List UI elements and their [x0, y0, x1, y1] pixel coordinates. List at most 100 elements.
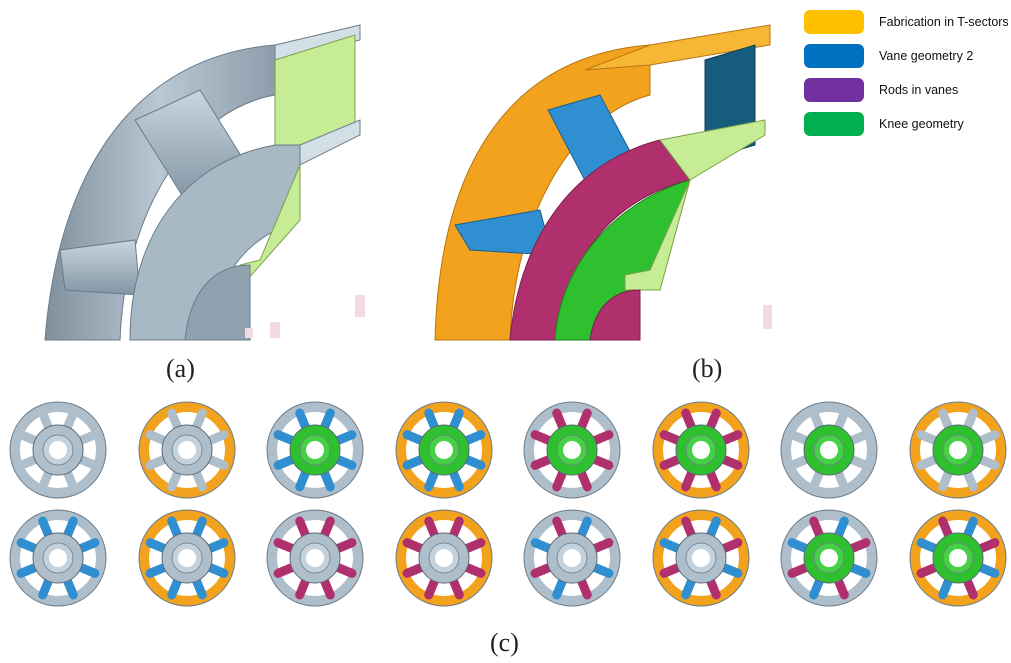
thumb-vane	[975, 538, 999, 554]
thumb-vane	[846, 538, 871, 554]
thumb-vane	[576, 575, 592, 600]
caption-b: (b)	[692, 354, 723, 383]
thumb-vane	[461, 562, 485, 578]
thumb-vane	[448, 408, 464, 433]
thumb-vane	[705, 408, 721, 433]
legend-label-knee: Knee geometry	[879, 117, 964, 131]
thumb-vane	[273, 562, 298, 578]
thumb-vane	[38, 516, 54, 541]
configuration-thumbnail	[909, 509, 1006, 607]
thumb-vane	[916, 538, 940, 554]
thumb-vane	[16, 430, 41, 446]
thumb-vane	[787, 430, 812, 446]
thumb-vane	[166, 516, 182, 541]
configuration-thumbnail	[652, 401, 749, 499]
caption-c: (c)	[490, 628, 519, 657]
thumb-vane	[273, 538, 298, 554]
thumb-vane	[552, 408, 568, 433]
thumb-vane	[166, 575, 182, 600]
thumb-vane	[273, 454, 298, 470]
thumb-vane	[402, 562, 426, 578]
thumb-vane	[530, 430, 555, 446]
thumb-vane	[680, 408, 696, 433]
legend-item-fabrication: Fabrication in T-sectors	[804, 10, 1009, 34]
thumb-vane	[332, 538, 357, 554]
thumb-vane	[809, 575, 825, 600]
thumb-vane	[718, 430, 742, 446]
thumb-vane	[402, 430, 426, 446]
thumb-vane	[145, 430, 169, 446]
thumb-vane	[62, 408, 78, 433]
thumb-vane	[680, 516, 696, 541]
thumb-vane	[448, 467, 464, 492]
thumb-vane	[461, 430, 485, 446]
thumb-vane	[319, 408, 335, 433]
thumb-vane	[576, 467, 592, 492]
configuration-thumbnail	[138, 401, 235, 499]
thumb-vane	[576, 408, 592, 433]
magenta-ring	[509, 139, 691, 341]
thumb-vane	[75, 454, 100, 470]
thumb-vane	[295, 575, 311, 600]
thumb-vane	[319, 575, 335, 600]
thumb-vane	[319, 467, 335, 492]
thumb-vane	[589, 562, 614, 578]
thumb-vane	[589, 430, 614, 446]
thumb-vane	[38, 575, 54, 600]
thumb-vane	[937, 408, 953, 433]
thumb-vane	[552, 467, 568, 492]
configuration-thumbnail	[395, 509, 492, 607]
legend-label-vane: Vane geometry 2	[879, 49, 974, 63]
thumb-vane	[787, 454, 812, 470]
caption-a: (a)	[166, 354, 195, 383]
thumb-vane	[833, 408, 849, 433]
thumb-vane	[402, 538, 426, 554]
thumb-vane	[846, 454, 871, 470]
thumb-vane	[295, 467, 311, 492]
thumb-vane	[204, 454, 228, 470]
thumb-vane	[191, 575, 207, 600]
thumb-vane	[38, 408, 54, 433]
thumb-vane	[16, 562, 41, 578]
thumb-vane	[833, 575, 849, 600]
thumb-vane	[705, 467, 721, 492]
thumb-vane	[809, 516, 825, 541]
configuration-thumbnail	[9, 509, 107, 607]
thumb-vane	[659, 562, 683, 578]
configuration-thumbnail	[909, 401, 1006, 499]
thumb-vane	[62, 467, 78, 492]
configuration-thumbnail	[780, 509, 878, 607]
thumb-vane	[659, 430, 683, 446]
thumb-vane	[75, 562, 100, 578]
thumb-vane	[718, 454, 742, 470]
thumb-vane	[319, 516, 335, 541]
thumb-vane	[75, 430, 100, 446]
thumb-vane	[916, 454, 940, 470]
thumb-vane	[191, 516, 207, 541]
thumb-vane	[846, 562, 871, 578]
configuration-thumbnail	[266, 401, 364, 499]
thumb-vane	[295, 408, 311, 433]
thumb-vane	[166, 408, 182, 433]
thumb-vane	[962, 516, 978, 541]
thumb-vane	[937, 467, 953, 492]
legend-label-fabrication: Fabrication in T-sectors	[879, 15, 1009, 29]
thumb-vane	[16, 454, 41, 470]
thumb-vane	[552, 575, 568, 600]
thumb-vane	[975, 562, 999, 578]
configuration-thumbnail	[523, 401, 621, 499]
thumb-vane	[833, 516, 849, 541]
configuration-thumbnail	[138, 509, 235, 607]
thumb-vane	[461, 454, 485, 470]
thumb-vane	[530, 562, 555, 578]
thumb-vane	[448, 516, 464, 541]
thumb-vane	[332, 430, 357, 446]
thumb-vane	[787, 562, 812, 578]
configuration-thumbnail	[780, 401, 878, 499]
thumb-vane	[295, 516, 311, 541]
configuration-thumbnail	[523, 509, 621, 607]
thumb-vane	[846, 430, 871, 446]
thumb-vane	[916, 430, 940, 446]
thumb-vane	[166, 467, 182, 492]
thumb-vane	[461, 538, 485, 554]
